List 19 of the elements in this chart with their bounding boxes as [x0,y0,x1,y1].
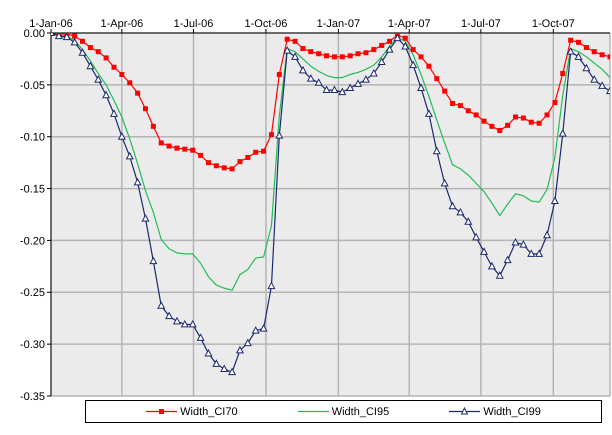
legend-label: Width_CI95 [332,406,390,418]
x-tick-label: 1-Apr-06 [100,18,144,30]
x-tick-label: 1-Jul-07 [461,18,501,30]
y-tick-label: -0.20 [20,235,45,248]
x-tick-label: 1-Jan-06 [29,18,73,30]
x-tick-label: 1-Oct-07 [532,18,575,30]
y-tick-label: -0.35 [20,390,45,403]
x-tick-label: 1-Jan-07 [316,18,360,30]
y-tick-label: -0.30 [20,339,45,352]
x-tick-label: 1-Apr-07 [388,18,431,30]
y-tick-label: -0.25 [20,287,45,300]
y-tick-label: -0.10 [20,132,45,144]
x-tick-label: 1-Oct-06 [244,18,288,30]
legend-label: Width_CI70 [180,406,238,418]
x-tick-label: 1-Jul-06 [174,18,214,30]
y-tick-label: 0.00 [24,28,45,40]
y-tick-label: -0.15 [20,183,45,196]
legend-label: Width_CI99 [483,406,541,418]
y-tick-label: -0.05 [20,80,45,92]
